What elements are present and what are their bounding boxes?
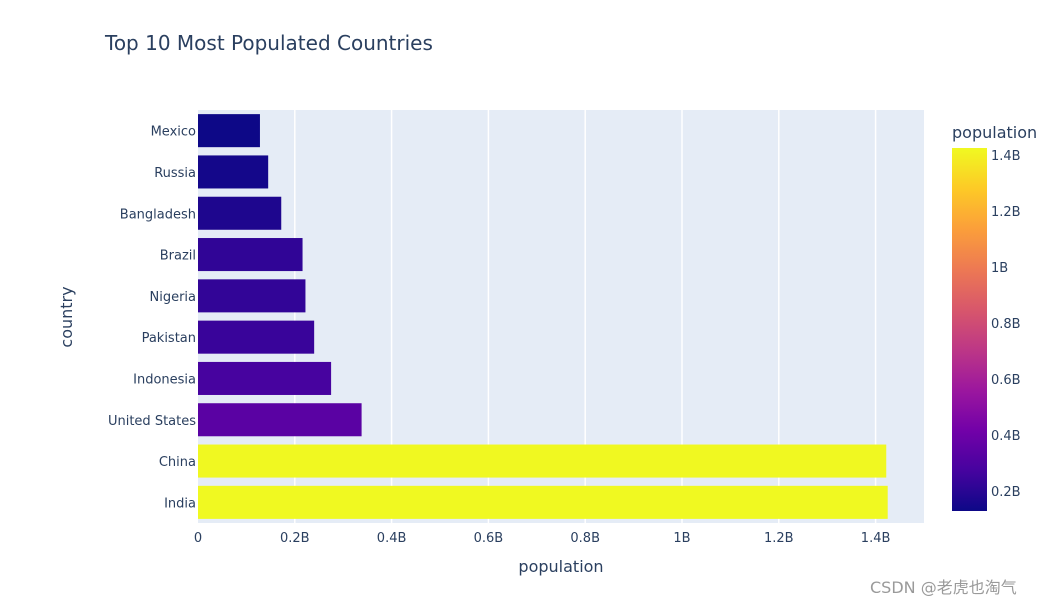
colorbar-tick-label: 0.6B [991,373,1021,388]
bar [198,196,282,230]
y-tick-label: Indonesia [133,372,196,387]
x-tick-label: 1.4B [861,531,891,546]
y-tick-label: United States [108,414,196,429]
bar [198,114,260,148]
colorbar-tick-label: 1.2B [991,205,1021,220]
y-axis-title: country [57,286,76,347]
x-tick-label: 0.6B [474,531,504,546]
bar [198,155,269,189]
bar [198,361,332,395]
bar [198,279,306,313]
y-tick-label: Russia [154,166,196,181]
x-axis-title: population [518,557,603,576]
colorbar-tick-label: 0.2B [991,485,1021,500]
plot-area: 0 0.2B 0.4B 0.6B 0.8B 1B 1.2B 1.4B India China Uni… [108,110,924,546]
colorbar-tick-label: 1.4B [991,149,1021,164]
x-tick-label: 0.4B [377,531,407,546]
bar [198,238,303,272]
watermark: CSDN @老虎也淘气 [870,578,1017,597]
bar [198,485,888,519]
x-tick-label: 0.8B [570,531,600,546]
x-tick-label: 0.2B [280,531,310,546]
colorbar-gradient [952,148,987,511]
x-tick-label: 1B [673,531,690,546]
x-tick-label: 1.2B [764,531,794,546]
y-tick-label: Pakistan [142,331,196,346]
x-tick-label: 0 [194,531,202,546]
colorbar-tick-label: 0.4B [991,429,1021,444]
y-tick-label: Mexico [151,125,196,140]
y-tick-label: China [159,455,196,470]
colorbar-tick-label: 1B [991,261,1008,276]
chart-title: Top 10 Most Populated Countries [104,31,433,55]
y-tick-label: Brazil [160,249,196,264]
bar [198,444,887,478]
colorbar-title: population [952,123,1037,142]
y-tick-label: Bangladesh [120,207,196,222]
colorbar-tick-label: 0.8B [991,317,1021,332]
bar [198,403,362,437]
y-tick-label: India [164,496,196,511]
bar [198,320,315,354]
y-tick-label: Nigeria [149,290,196,305]
colorbar: population 0.2B 0.4B 0.6B 0.8B 1B 1.2B 1.4B [952,123,1037,511]
